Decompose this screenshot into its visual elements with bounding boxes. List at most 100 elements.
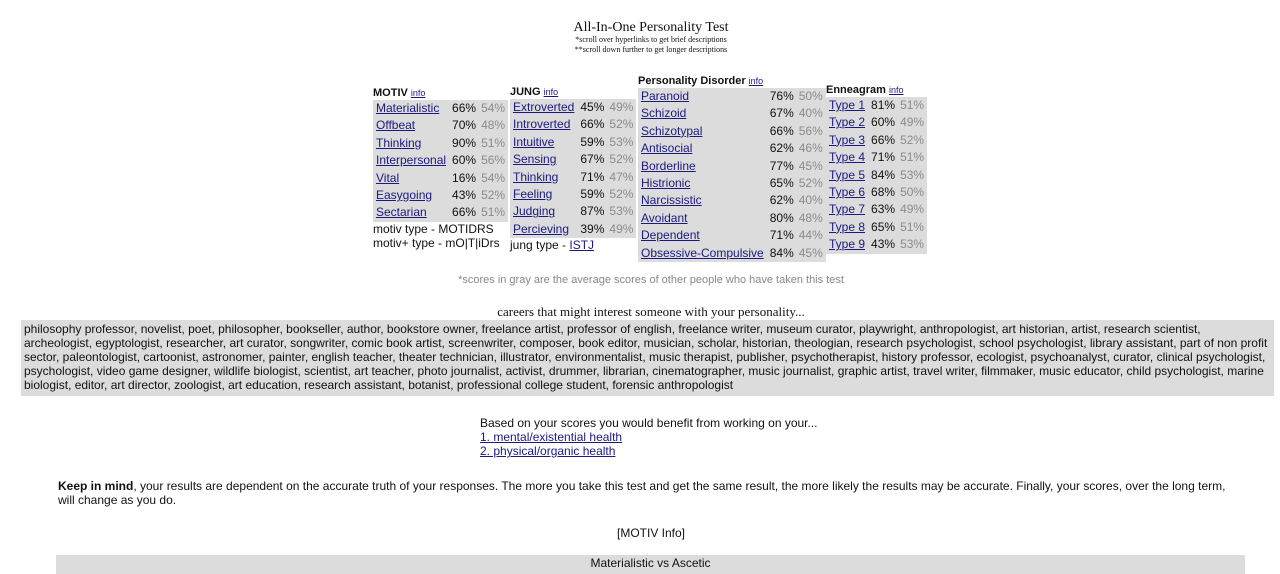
average-score: 50% (900, 185, 925, 200)
table-row: Type 8 65% 51% (826, 219, 927, 236)
careers-title: careers that might interest someone with… (497, 304, 805, 319)
motiv-thinking-link[interactable]: Thinking (376, 135, 422, 150)
jung-feeling-link[interactable]: Feeling (513, 187, 553, 202)
table-row: Introverted 66% 52% (510, 116, 636, 133)
pd-table: Paranoid 76% 50% Schizoid 67% 40% Schizotypa… (638, 88, 826, 263)
pd-borderline-link[interactable]: Borderline (641, 158, 696, 173)
motiv-info-heading: [MOTIV Info] (616, 526, 685, 540)
pd-antisocial-link[interactable]: Antisocial (641, 141, 693, 156)
pd-obsessive-compulsive-link[interactable]: Obsessive-Compulsive (641, 245, 764, 260)
score-value: 81% (871, 98, 896, 112)
jung-extroverted-link[interactable]: Extroverted (513, 100, 575, 114)
jung-type-link[interactable]: ISTJ (569, 238, 595, 253)
gray-scores-note: *scores in gray are the average scores o… (458, 274, 844, 286)
enneagram-type-4-link[interactable]: Type 4 (829, 150, 866, 165)
average-score: 40% (798, 193, 823, 208)
pd-avoidant-link[interactable]: Avoidant (641, 210, 688, 225)
table-row: Obsessive-Compulsive 84% 45% (638, 245, 826, 262)
average-score: 52% (900, 132, 925, 147)
pd-schizoid-link[interactable]: Schizoid (641, 106, 687, 121)
score-value: 70% (452, 118, 477, 133)
motiv-interpersonal-link[interactable]: Interpersonal (376, 153, 447, 168)
average-score: 54% (481, 170, 506, 185)
enneagram-type-6-link[interactable]: Type 6 (829, 185, 866, 200)
pd-paranoid-link[interactable]: Paranoid (641, 89, 690, 103)
jung-info-link[interactable]: info (543, 87, 559, 97)
motiv-materialistic-link[interactable]: Materialistic (376, 101, 440, 115)
table-row: Type 2 60% 49% (826, 114, 927, 131)
motiv-easygoing-link[interactable]: Easygoing (376, 188, 433, 203)
score-value: 67% (580, 152, 605, 167)
score-value: 60% (452, 153, 477, 168)
score-value: 66% (452, 205, 477, 220)
table-row: Type 6 68% 50% (826, 184, 927, 201)
enneagram-table: Type 1 81% 51% Type 2 60% 49% Type 3 66% 52% T… (826, 97, 928, 254)
table-row: Borderline 77% 45% (638, 158, 826, 175)
motiv-offbeat-link[interactable]: Offbeat (376, 118, 416, 133)
benefit-intro: Based on your scores you would benefit f… (480, 416, 818, 430)
jung-intuitive-link[interactable]: Intuitive (513, 134, 555, 149)
score-value: 80% (769, 210, 794, 225)
enneagram-heading: Enneagram info (826, 83, 927, 97)
pd-dependent-link[interactable]: Dependent (641, 228, 700, 243)
average-score: 44% (798, 228, 823, 243)
enneagram-type-8-link[interactable]: Type 8 (829, 219, 866, 234)
enneagram-info-link[interactable]: info (888, 85, 904, 95)
score-value: 71% (871, 150, 896, 165)
physical-health-link[interactable]: 2. physical/organic health (480, 444, 616, 458)
table-row: Offbeat 70% 48% (373, 117, 508, 134)
average-score: 45% (798, 245, 823, 260)
jung-table: Extroverted 45% 49% Introverted 66% 52% Intu… (510, 99, 637, 239)
enneagram-type-2-link[interactable]: Type 2 (829, 115, 866, 130)
table-row: Thinking 90% 51% (373, 135, 508, 152)
average-score: 51% (481, 205, 506, 220)
motiv-table: Materialistic 66% 54% Offbeat 70% 48% Thinki… (373, 100, 509, 222)
enneagram-type-7-link[interactable]: Type 7 (829, 202, 866, 217)
pd-info-link[interactable]: info (748, 76, 764, 86)
enneagram-type-1-link[interactable]: Type 1 (829, 98, 866, 112)
jung-type: jung type - ISTJ (510, 238, 636, 252)
average-score: 50% (798, 89, 823, 103)
table-row: Intuitive 59% 53% (510, 134, 636, 151)
enneagram-type-5-link[interactable]: Type 5 (829, 167, 866, 182)
table-row: Easygoing 43% 52% (373, 187, 508, 204)
average-score: 52% (609, 152, 634, 167)
jung-heading: JUNG info (510, 85, 636, 99)
pd-histrionic-link[interactable]: Histrionic (641, 176, 691, 191)
table-row: Type 7 63% 49% (826, 201, 927, 218)
jung-percieving-link[interactable]: Percieving (513, 221, 570, 236)
motiv-info-link[interactable]: info (410, 88, 426, 98)
score-value: 39% (580, 221, 605, 236)
table-row: Type 1 81% 51% (826, 97, 927, 114)
enneagram-type-9-link[interactable]: Type 9 (829, 237, 866, 252)
pd-narcissistic-link[interactable]: Narcissistic (641, 193, 702, 208)
jung-introverted-link[interactable]: Introverted (513, 117, 571, 132)
jung-type-label: jung type - (510, 238, 570, 253)
score-value: 43% (871, 237, 896, 252)
average-score: 51% (900, 219, 925, 234)
table-row: Schizotypal 66% 56% (638, 123, 826, 140)
motiv-sectarian-link[interactable]: Sectarian (376, 205, 427, 220)
jung-thinking-link[interactable]: Thinking (513, 169, 559, 184)
enneagram-type-3-link[interactable]: Type 3 (829, 132, 866, 147)
table-row: Narcissistic 62% 40% (638, 192, 826, 209)
careers-list: philosophy professor, novelist, poet, ph… (21, 320, 1274, 396)
table-row: Schizoid 67% 40% (638, 105, 826, 122)
pd-schizotypal-link[interactable]: Schizotypal (641, 123, 703, 138)
motiv-vital-link[interactable]: Vital (376, 170, 400, 185)
table-row: Type 9 43% 53% (826, 236, 927, 253)
benefit-section: Based on your scores you would benefit f… (480, 416, 818, 458)
table-row: Materialistic 66% 54% (373, 100, 508, 117)
average-score: 48% (481, 118, 506, 133)
table-row: Vital 16% 54% (373, 170, 508, 187)
score-value: 43% (452, 188, 477, 203)
score-value: 16% (452, 170, 477, 185)
pd-title: Personality Disorder (638, 75, 746, 87)
motiv-block: MOTIV info Materialistic 66% 54% Offbeat 70… (373, 86, 509, 250)
table-row: Type 3 66% 52% (826, 132, 927, 149)
average-score: 49% (900, 115, 925, 130)
pd-heading: Personality Disorder info (638, 74, 826, 88)
jung-sensing-link[interactable]: Sensing (513, 152, 557, 167)
jung-judging-link[interactable]: Judging (513, 204, 556, 219)
mental-health-link[interactable]: 1. mental/existential health (480, 430, 623, 444)
